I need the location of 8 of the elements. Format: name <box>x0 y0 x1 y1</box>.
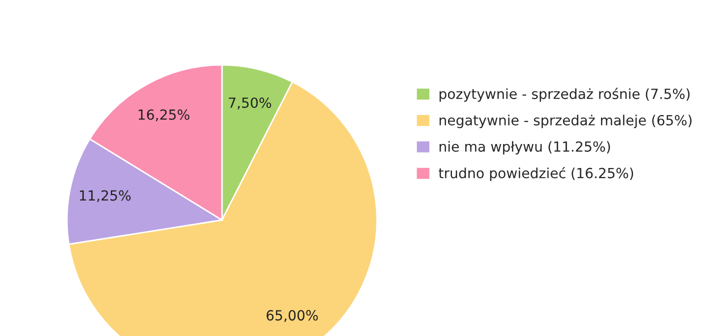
data-label: 7,50% <box>228 97 272 110</box>
legend-label: negatywnie - sprzedaż maleje (65%) <box>440 114 692 128</box>
legend-label: nie ma wpływu (11.25%) <box>440 141 610 155</box>
legend-label: pozytywnie - sprzedaż rośnie (7.5%) <box>440 88 690 102</box>
data-label: 65,00% <box>266 310 318 322</box>
data-label: 16,25% <box>138 109 190 122</box>
data-label: 11,25% <box>80 190 131 202</box>
legend-label: trudno powiedzieć (16.25%) <box>438 167 634 182</box>
